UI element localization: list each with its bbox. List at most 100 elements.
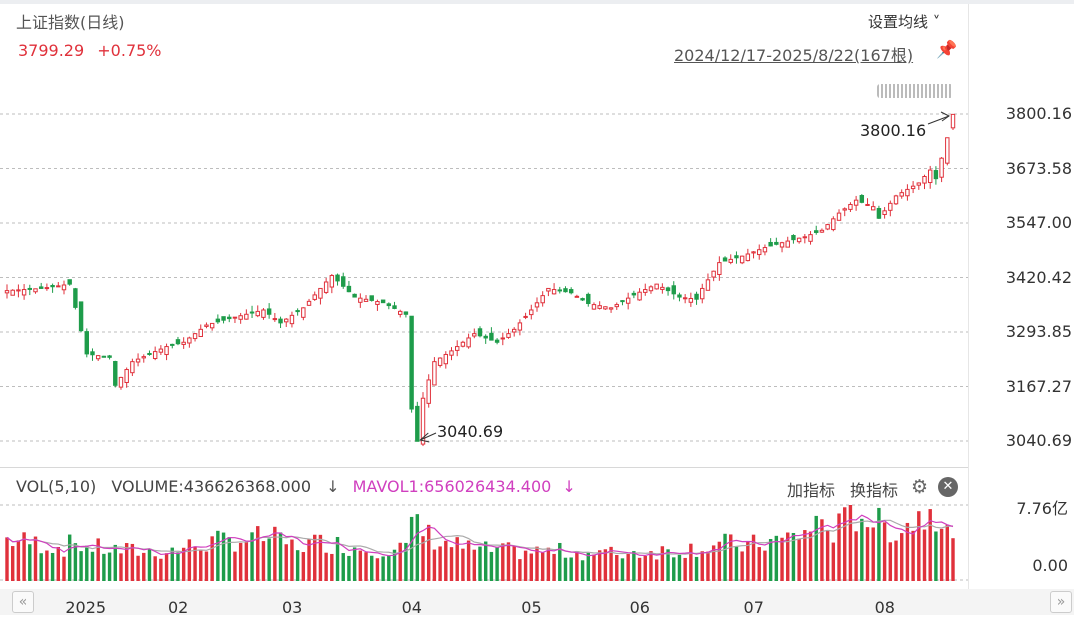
volume-bar — [136, 555, 140, 581]
volume-bar — [250, 532, 254, 581]
candle-body — [238, 315, 243, 320]
high-annotation: 3800.16 — [860, 121, 926, 140]
candle-body — [284, 318, 289, 323]
volume-bar — [683, 557, 687, 581]
volume-bar — [244, 541, 249, 581]
candle-body — [460, 341, 466, 347]
volume-bar — [882, 522, 887, 581]
swap-indicator-button[interactable]: 换指标 — [850, 481, 899, 500]
price-axis-label: 3167.27 — [1005, 376, 1072, 396]
volume-bar — [586, 552, 590, 581]
candle-body — [665, 287, 671, 292]
volume-bar — [489, 551, 494, 581]
candle-body — [910, 185, 916, 190]
volume-bar — [358, 550, 363, 581]
candle-body — [50, 285, 55, 288]
candle-body — [808, 234, 813, 242]
candle-body — [568, 289, 574, 294]
mavol-value: MAVOL1:656026434.400 — [352, 477, 552, 496]
date-range-link[interactable]: 2024/12/17-2025/8/22(167根) — [674, 46, 914, 65]
volume-axis-max: 7.76亿 — [1016, 499, 1068, 518]
volume-bar — [951, 538, 955, 581]
volume-bar — [330, 553, 334, 581]
candle-body — [312, 294, 317, 300]
candle-body — [893, 195, 899, 205]
candle-body — [671, 285, 676, 295]
volume-bar — [438, 546, 442, 581]
volume-bar — [808, 531, 813, 581]
volume-bar — [107, 552, 112, 581]
price-axis-label: 3293.85 — [1005, 322, 1072, 341]
candle-body — [16, 289, 21, 292]
volume-bar — [934, 531, 938, 581]
candle-body — [124, 369, 129, 383]
candle-body — [876, 207, 882, 219]
volume-bar — [597, 550, 602, 581]
volume-bar — [113, 544, 117, 581]
scroll-right-button[interactable]: » — [1050, 591, 1072, 613]
volume-bar — [375, 558, 380, 581]
volume-bar — [928, 509, 932, 581]
volume-bar — [387, 555, 391, 581]
volume-bar — [187, 539, 192, 581]
low-arrow-head — [419, 432, 430, 443]
candle-body — [916, 182, 922, 186]
price-axis-label: 3547.00 — [1005, 213, 1072, 232]
time-axis-label: 02 — [167, 598, 189, 617]
volume-down-arrow-icon: ↓ — [326, 477, 340, 496]
gear-icon[interactable]: ⚙ — [911, 476, 929, 498]
volume-bar — [637, 557, 642, 581]
candle-body — [432, 361, 437, 386]
candle-body — [637, 291, 642, 301]
add-indicator-button[interactable]: 加指标 — [787, 481, 836, 500]
volume-bar — [820, 519, 824, 581]
candle-body — [682, 297, 688, 300]
price-change: +0.75% — [97, 41, 162, 60]
range-drag-handle[interactable] — [877, 84, 953, 98]
volume-bar — [210, 536, 214, 581]
candle-body — [380, 299, 386, 304]
candle-body — [620, 300, 625, 303]
volume-bar — [432, 549, 437, 581]
candle-body — [318, 287, 323, 299]
volume-bar — [147, 548, 152, 581]
time-axis-label: 04 — [401, 598, 422, 617]
pin-icon[interactable]: 📌 — [936, 40, 958, 60]
volume-bar — [860, 518, 864, 581]
candle-body — [4, 290, 10, 294]
volume-bar — [871, 527, 875, 581]
candle-body — [933, 170, 939, 180]
candle-body — [409, 315, 414, 410]
candle-body — [215, 318, 221, 323]
candle-body — [551, 289, 557, 295]
volume-bar — [193, 546, 197, 581]
volume-bar — [632, 551, 636, 581]
candle-body — [871, 206, 876, 211]
candle-body — [84, 331, 89, 355]
high-annotation-arrow — [927, 115, 950, 125]
candle-body — [534, 302, 540, 308]
ma-setting-dropdown[interactable]: 设置均线 ˅ — [868, 13, 941, 31]
candle-body — [272, 318, 278, 321]
candle-body — [796, 237, 802, 243]
volume-bar — [238, 542, 243, 581]
volume-bar — [267, 538, 271, 581]
volume-bar — [124, 543, 129, 581]
candle-body — [261, 309, 266, 318]
time-axis-label: 06 — [629, 598, 650, 617]
volume-bar — [404, 542, 408, 581]
volume-bar — [825, 529, 830, 581]
candle-body — [591, 304, 597, 310]
volume-bar — [512, 545, 516, 581]
candle-body — [323, 281, 329, 293]
mavol5-line — [6, 514, 954, 557]
volume-bar — [56, 546, 60, 581]
scroll-left-button[interactable]: « — [12, 591, 34, 613]
volume-bar — [563, 557, 568, 581]
volume-bar — [626, 554, 630, 581]
candle-body — [945, 137, 950, 164]
close-icon[interactable]: ✕ — [938, 477, 958, 497]
volume-bar — [751, 534, 756, 581]
volume-bar — [552, 553, 556, 581]
